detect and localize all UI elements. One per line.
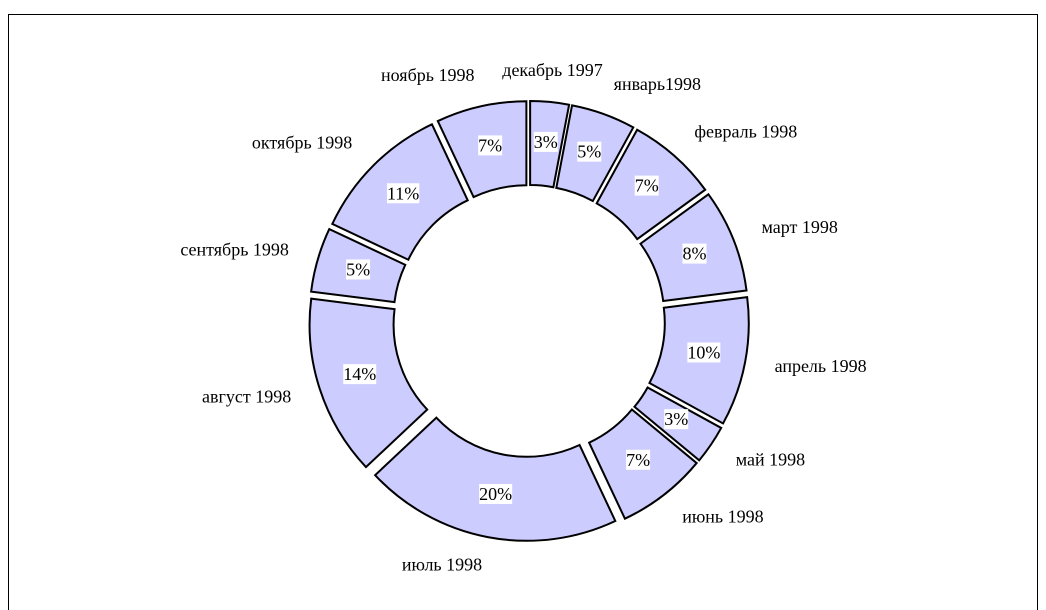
category-label: март 1998 [761, 217, 837, 237]
value-label-bg [478, 135, 503, 156]
value-label: 8% [683, 244, 707, 264]
value-label-bg [577, 141, 602, 162]
category-label: июнь 1998 [682, 507, 763, 527]
category-label: январь1998 [614, 74, 701, 94]
value-label-bg [533, 131, 558, 152]
value-label-bg [626, 449, 651, 470]
value-label-bg [346, 259, 371, 280]
value-label: 20% [479, 484, 512, 504]
value-label-bg [634, 175, 659, 196]
value-label: 7% [635, 176, 659, 196]
value-label: 7% [478, 135, 502, 155]
category-label: февраль 1998 [694, 122, 797, 142]
category-label: август 1998 [202, 386, 291, 406]
value-label: 14% [343, 364, 376, 384]
value-label: 3% [664, 409, 688, 429]
value-label: 3% [534, 132, 558, 152]
value-label-bg [687, 342, 721, 363]
category-label: сентябрь 1998 [180, 239, 289, 259]
value-label-bg [664, 409, 689, 430]
category-label: май 1998 [736, 450, 805, 470]
category-label: октябрь 1998 [252, 132, 352, 152]
value-label: 5% [346, 259, 370, 279]
value-label: 5% [577, 142, 601, 162]
value-label: 10% [687, 342, 720, 362]
value-label-bg [682, 243, 707, 264]
value-label: 11% [387, 183, 419, 203]
value-label: 7% [626, 450, 650, 470]
category-label: ноябрь 1998 [381, 65, 474, 85]
category-label: апрель 1998 [775, 356, 867, 376]
category-label: июль 1998 [402, 555, 482, 575]
donut-slice [373, 416, 617, 542]
value-label-bg [386, 183, 420, 204]
value-label-bg [479, 483, 513, 504]
value-label-bg [343, 364, 377, 385]
category-label: декабрь 1997 [502, 60, 602, 80]
